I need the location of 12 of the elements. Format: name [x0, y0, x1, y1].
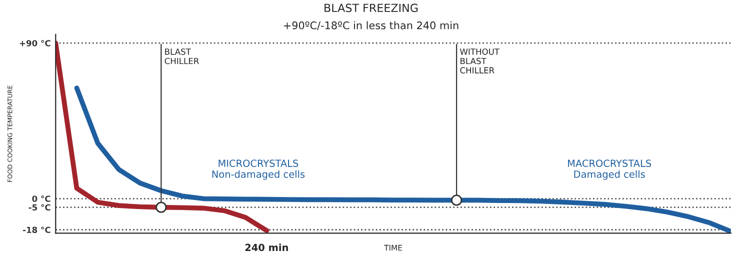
chart-subtitle: +90ºC/-18ºC in less than 240 min [284, 21, 458, 30]
y-tick-label: +90 °C [20, 40, 50, 46]
y-tick-label: -18 °C [23, 226, 50, 234]
x-tick-label: 240 min [245, 244, 288, 252]
y-tick-label: -5 °C [28, 204, 50, 211]
annotation: BLAST CHILLER [164, 48, 199, 64]
annotation: WITHOUT BLAST CHILLER [460, 48, 500, 74]
line-series [74, 86, 731, 234]
annotation: MICROCRYSTALS Non-damaged cells [212, 160, 305, 180]
annotation: MACROCRYSTALS Damaged cells [568, 160, 652, 180]
y-tick-label: 0 °C [32, 196, 50, 202]
chart-title: BLAST FREEZING [324, 4, 418, 12]
